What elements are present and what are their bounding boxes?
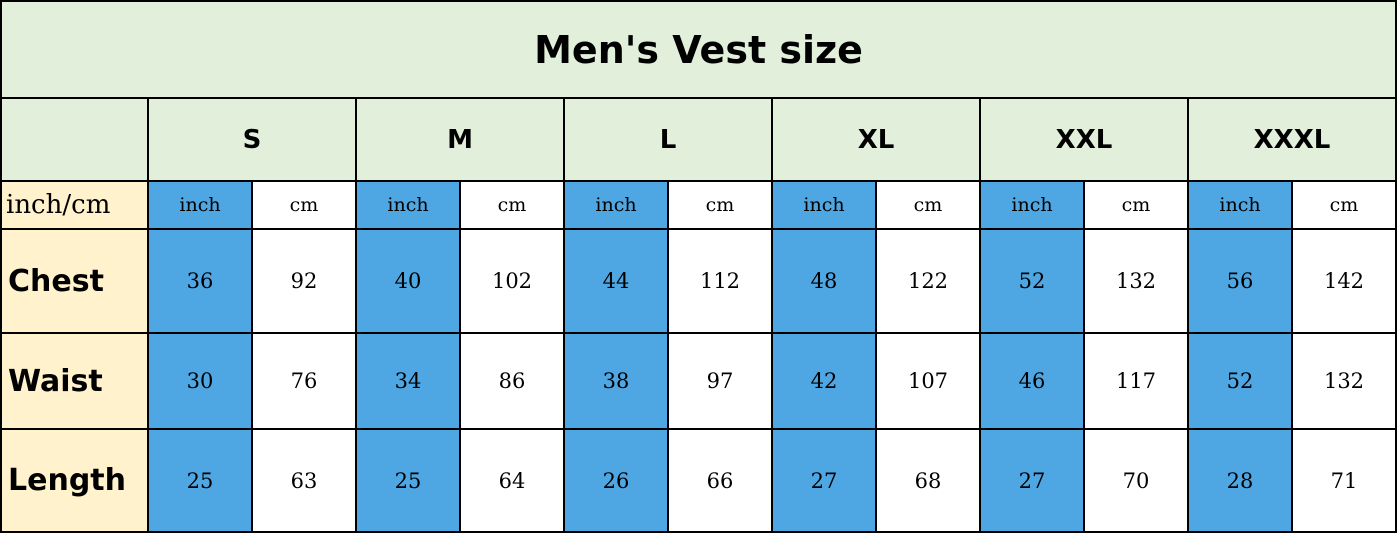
row-label: Chest bbox=[2, 230, 147, 332]
measure-cell: 66 bbox=[669, 430, 771, 531]
measure-cell: 36 bbox=[149, 230, 251, 332]
unit-header: cm bbox=[461, 182, 563, 228]
measure-cell: 28 bbox=[1189, 430, 1291, 531]
measure-cell: 122 bbox=[877, 230, 979, 332]
unit-header: inch bbox=[773, 182, 875, 228]
measure-cell: 42 bbox=[773, 334, 875, 428]
unit-header: cm bbox=[253, 182, 355, 228]
measure-cell: 63 bbox=[253, 430, 355, 531]
measure-cell: 27 bbox=[981, 430, 1083, 531]
corner-cell bbox=[2, 99, 147, 180]
measure-cell: 52 bbox=[981, 230, 1083, 332]
measure-cell: 64 bbox=[461, 430, 563, 531]
size-header: S bbox=[149, 99, 355, 180]
measure-cell: 92 bbox=[253, 230, 355, 332]
measure-cell: 86 bbox=[461, 334, 563, 428]
size-header: M bbox=[357, 99, 563, 180]
size-header: L bbox=[565, 99, 771, 180]
measure-cell: 26 bbox=[565, 430, 667, 531]
unit-header: cm bbox=[669, 182, 771, 228]
unit-header: inch bbox=[357, 182, 459, 228]
measure-cell: 25 bbox=[149, 430, 251, 531]
unit-header: inch bbox=[565, 182, 667, 228]
size-header: XXL bbox=[981, 99, 1187, 180]
measure-cell: 97 bbox=[669, 334, 771, 428]
measure-cell: 117 bbox=[1085, 334, 1187, 428]
unit-header: cm bbox=[877, 182, 979, 228]
measure-cell: 52 bbox=[1189, 334, 1291, 428]
measure-cell: 68 bbox=[877, 430, 979, 531]
measure-cell: 46 bbox=[981, 334, 1083, 428]
measure-cell: 112 bbox=[669, 230, 771, 332]
measure-cell: 142 bbox=[1293, 230, 1395, 332]
measure-cell: 56 bbox=[1189, 230, 1291, 332]
unit-header: inch bbox=[1189, 182, 1291, 228]
unit-header: cm bbox=[1085, 182, 1187, 228]
row-label: Length bbox=[2, 430, 147, 531]
unit-header: cm bbox=[1293, 182, 1395, 228]
unit-label: inch/cm bbox=[2, 182, 147, 228]
unit-header: inch bbox=[149, 182, 251, 228]
unit-header: inch bbox=[981, 182, 1083, 228]
measure-cell: 76 bbox=[253, 334, 355, 428]
measure-cell: 40 bbox=[357, 230, 459, 332]
measure-cell: 70 bbox=[1085, 430, 1187, 531]
measure-cell: 48 bbox=[773, 230, 875, 332]
measure-cell: 44 bbox=[565, 230, 667, 332]
size-header: XL bbox=[773, 99, 979, 180]
measure-cell: 38 bbox=[565, 334, 667, 428]
measure-cell: 132 bbox=[1085, 230, 1187, 332]
measure-cell: 132 bbox=[1293, 334, 1395, 428]
measure-cell: 34 bbox=[357, 334, 459, 428]
measure-cell: 27 bbox=[773, 430, 875, 531]
measure-cell: 107 bbox=[877, 334, 979, 428]
measure-cell: 102 bbox=[461, 230, 563, 332]
measure-cell: 30 bbox=[149, 334, 251, 428]
measure-cell: 25 bbox=[357, 430, 459, 531]
size-header: XXXL bbox=[1189, 99, 1395, 180]
row-label: Waist bbox=[2, 334, 147, 428]
table-title: Men's Vest size bbox=[2, 2, 1395, 97]
measure-cell: 71 bbox=[1293, 430, 1395, 531]
